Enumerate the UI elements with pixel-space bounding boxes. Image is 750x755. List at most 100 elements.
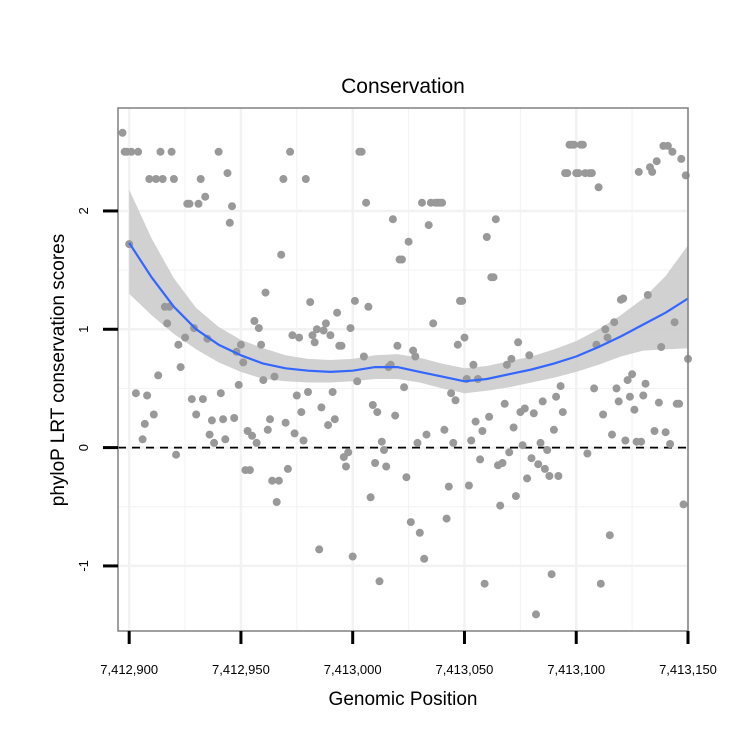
- data-point: [442, 514, 451, 523]
- data-point: [326, 331, 335, 340]
- data-point: [368, 401, 377, 409]
- data-point: [281, 418, 290, 427]
- data-point: [447, 389, 456, 398]
- data-point: [527, 454, 536, 463]
- data-point: [637, 437, 646, 446]
- data-point: [315, 545, 324, 554]
- data-point: [304, 388, 312, 396]
- data-point: [532, 610, 540, 619]
- data-point: [297, 408, 306, 417]
- x-tick-label: 7,413,150: [659, 662, 717, 677]
- data-point: [482, 233, 491, 241]
- data-point: [603, 333, 612, 342]
- data-point: [614, 397, 623, 406]
- data-point: [216, 389, 225, 398]
- data-point: [536, 438, 545, 447]
- data-point: [498, 459, 507, 467]
- data-point: [362, 198, 371, 207]
- data-point: [156, 147, 165, 156]
- x-tick-label: 7,413,000: [324, 662, 382, 677]
- y-axis-title: phyloP LRT conservation scores: [48, 234, 69, 507]
- panel-border: [117, 107, 689, 632]
- data-point: [152, 175, 160, 183]
- data-point: [594, 183, 603, 192]
- data-point: [643, 291, 652, 299]
- data-point: [529, 409, 538, 418]
- data-point: [478, 427, 487, 435]
- x-tick-label: 7,412,900: [100, 662, 158, 677]
- data-point: [263, 425, 272, 434]
- data-point: [277, 250, 286, 259]
- data-point: [570, 140, 578, 149]
- data-point: [205, 430, 214, 439]
- data-point: [154, 371, 163, 380]
- data-point: [619, 294, 628, 303]
- data-point: [404, 237, 413, 246]
- data-point: [310, 338, 319, 347]
- data-point: [290, 429, 299, 438]
- data-point: [317, 403, 326, 412]
- y-tick-label: 2: [76, 207, 91, 214]
- data-point: [458, 296, 467, 305]
- data-point: [393, 341, 402, 350]
- data-point: [668, 147, 677, 156]
- data-point: [422, 430, 431, 439]
- data-point: [661, 428, 670, 437]
- data-point: [283, 464, 292, 473]
- data-point: [601, 325, 610, 334]
- data-point: [359, 352, 368, 361]
- data-point: [371, 459, 380, 467]
- data-point: [630, 405, 639, 414]
- data-point: [167, 147, 176, 156]
- y-tick-label: -1: [76, 560, 91, 572]
- data-point: [279, 175, 288, 183]
- data-point: [440, 425, 449, 434]
- data-point: [301, 175, 310, 183]
- data-point: [140, 419, 149, 428]
- data-point: [657, 343, 666, 351]
- data-point: [143, 391, 152, 400]
- data-point: [476, 455, 485, 464]
- data-point: [207, 416, 216, 425]
- data-point: [344, 448, 353, 457]
- data-point: [342, 462, 350, 471]
- data-point: [295, 333, 304, 342]
- data-point: [127, 147, 136, 156]
- data-point: [364, 302, 373, 311]
- data-point: [172, 450, 181, 459]
- data-point: [654, 398, 663, 407]
- data-point: [346, 324, 355, 333]
- data-point: [373, 408, 382, 417]
- data-point: [420, 554, 429, 563]
- data-point: [583, 449, 592, 458]
- data-point: [201, 192, 210, 201]
- data-point: [261, 288, 270, 297]
- data-point: [306, 298, 315, 307]
- data-point: [438, 198, 447, 207]
- data-point: [149, 410, 158, 419]
- data-point: [549, 425, 558, 434]
- data-point: [540, 464, 549, 473]
- data-point: [382, 462, 391, 471]
- data-point: [511, 492, 520, 501]
- data-point: [471, 417, 480, 426]
- data-point: [469, 360, 478, 369]
- data-point: [223, 169, 232, 178]
- data-point: [174, 340, 183, 349]
- data-point: [543, 446, 552, 454]
- data-point: [663, 141, 672, 150]
- data-point: [610, 318, 619, 327]
- data-point: [286, 147, 295, 156]
- data-point: [252, 438, 261, 447]
- data-point: [288, 331, 297, 340]
- data-point: [308, 331, 317, 340]
- data-point: [460, 333, 469, 342]
- data-point: [590, 384, 599, 393]
- data-point: [274, 476, 283, 485]
- data-point: [391, 411, 400, 420]
- data-point: [650, 427, 659, 435]
- data-point: [612, 384, 621, 393]
- data-point: [444, 482, 453, 491]
- data-point: [377, 437, 386, 446]
